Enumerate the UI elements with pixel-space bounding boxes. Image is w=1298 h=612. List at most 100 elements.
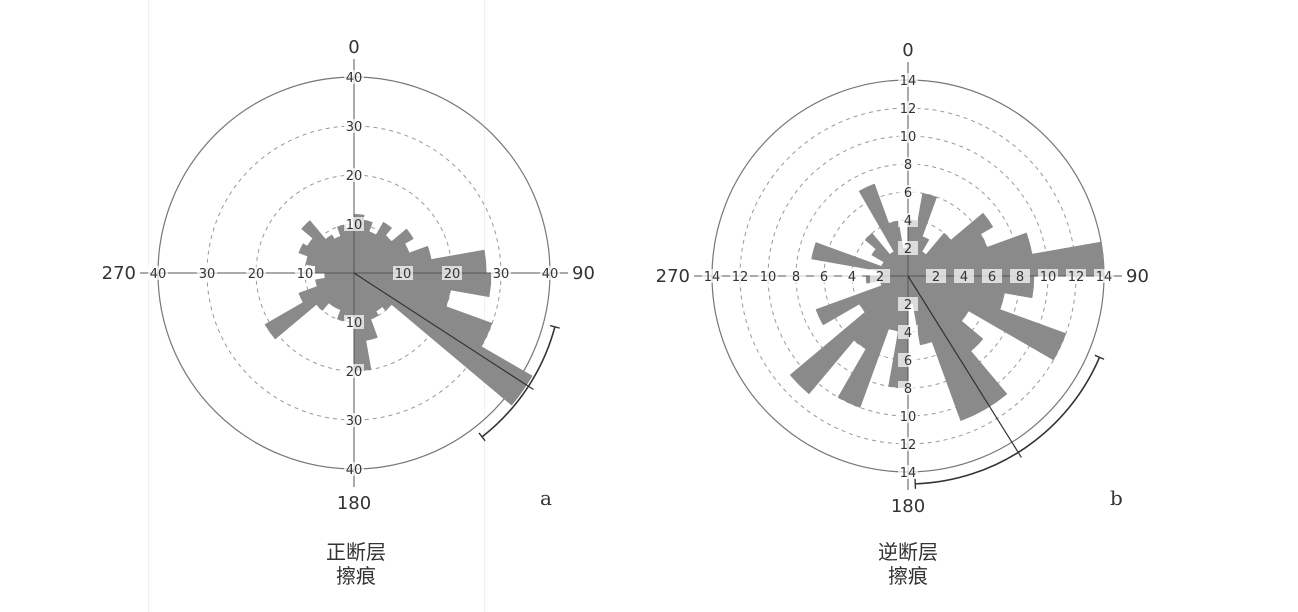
compass-label-west: 270 — [656, 266, 690, 287]
radial-tick-label: 2 — [876, 270, 884, 285]
radial-tick-label: 10 — [346, 316, 363, 331]
rose-wedge — [907, 275, 1067, 361]
rose-wedge — [907, 236, 930, 277]
radial-tick-label: 20 — [248, 267, 265, 282]
tick-label-bg — [898, 185, 918, 199]
radial-tick-label: 40 — [346, 71, 363, 86]
rose-wedge — [815, 275, 909, 326]
rose-wedge — [789, 275, 909, 395]
scan-guide-line — [148, 0, 149, 612]
tick-label-bg — [197, 266, 217, 280]
confidence-arc — [915, 356, 1101, 485]
rose-wedge — [325, 234, 355, 274]
tick-label-bg — [442, 266, 462, 280]
tick-label-bg — [393, 266, 413, 280]
mean-direction-tick — [518, 379, 534, 391]
tick-label-bg — [982, 269, 1002, 283]
rose-wedge — [858, 183, 909, 277]
tick-label-bg — [758, 269, 778, 283]
caption-line-2: 擦痕 — [888, 564, 928, 588]
tick-label-bg — [926, 269, 946, 283]
rose-wedge — [907, 275, 986, 422]
radial-tick-label: 20 — [346, 169, 363, 184]
mean-direction-line — [907, 275, 1013, 443]
scan-guide-line — [484, 0, 485, 612]
tick-label-bg — [344, 217, 364, 231]
caption-line-2: 擦痕 — [336, 564, 376, 588]
rose-wedge — [298, 243, 355, 274]
compass-label-north: 0 — [902, 40, 913, 61]
tick-label-bg — [898, 241, 918, 255]
radial-tick-label: 14 — [1096, 270, 1113, 285]
tick-label-bg — [344, 364, 364, 378]
tick-label-bg — [344, 413, 364, 427]
tick-label-bg — [898, 437, 918, 451]
rose-wedge — [315, 272, 355, 287]
rose-diagram-reverse-fault: 0 180 90 270 2 2 2 2 4 4 4 4 6 6 6 6 8 8 8 8 10 10 10 10 12 12 12 1… — [656, 40, 1149, 517]
tick-label-bg — [898, 157, 918, 171]
radial-tick-label: 10 — [900, 130, 917, 145]
confidence-arc-end — [1094, 354, 1105, 360]
rose-wedge — [264, 272, 355, 340]
radial-tick-label: 12 — [900, 102, 917, 117]
radial-tick-label: 8 — [904, 382, 912, 397]
tick-label-bg — [842, 269, 862, 283]
tick-label-bg — [898, 325, 918, 339]
panel-label-a: a — [540, 486, 552, 510]
radial-tick-label: 6 — [904, 354, 912, 369]
caption-reverse-fault: 逆断层 擦痕 — [848, 540, 968, 588]
radial-tick-label: 20 — [346, 365, 363, 380]
tick-label-bg — [148, 266, 168, 280]
radial-tick-label: 12 — [1068, 270, 1085, 285]
tick-label-bg — [344, 70, 364, 84]
radial-tick-label: 30 — [346, 120, 363, 135]
radial-tick-label: 10 — [1040, 270, 1057, 285]
rose-wedge — [864, 232, 909, 277]
mean-direction-tick — [1011, 441, 1022, 458]
tick-label-bg — [898, 129, 918, 143]
rose-wedge — [298, 272, 355, 303]
tick-label-bg — [1066, 269, 1086, 283]
mean-direction-line — [353, 272, 519, 381]
rose-wedge — [353, 272, 533, 406]
tick-label-bg — [730, 269, 750, 283]
tick-label-bg — [344, 168, 364, 182]
panel-label-b: b — [1110, 486, 1123, 510]
radial-tick-label: 6 — [820, 270, 828, 285]
radial-tick-label: 2 — [904, 242, 912, 257]
compass-label-east: 90 — [1126, 266, 1149, 287]
radial-tick-label: 2 — [932, 270, 940, 285]
radial-tick-label: 14 — [704, 270, 721, 285]
radial-tick-label: 6 — [904, 186, 912, 201]
tick-label-bg — [540, 266, 560, 280]
radial-tick-label: 8 — [904, 158, 912, 173]
rose-wedge — [353, 221, 393, 274]
confidence-arc-end — [478, 432, 486, 442]
rose-wedge — [353, 228, 414, 274]
rose-wedge — [353, 272, 392, 311]
radial-tick-label: 10 — [395, 267, 412, 282]
tick-label-bg — [1038, 269, 1058, 283]
tick-label-bg — [898, 213, 918, 227]
tick-label-bg — [814, 269, 834, 283]
tick-label-bg — [295, 266, 315, 280]
tick-label-bg — [1094, 269, 1114, 283]
tick-label-bg — [898, 409, 918, 423]
radial-tick-label: 40 — [346, 463, 363, 478]
tick-label-bg — [1010, 269, 1030, 283]
tick-label-bg — [246, 266, 266, 280]
radial-tick-label: 2 — [904, 298, 912, 313]
tick-label-bg — [898, 73, 918, 87]
compass-label-west: 270 — [102, 263, 136, 284]
compass-label-south: 180 — [337, 493, 371, 514]
rose-diagram-normal-fault: 0 180 90 270 10 10 10 10 20 20 20 20 30 30 30 30 40 40 40 4… — [102, 37, 595, 514]
tick-label-bg — [898, 297, 918, 311]
tick-label-bg — [344, 315, 364, 329]
rose-wedge — [811, 242, 909, 277]
compass-label-south: 180 — [891, 496, 925, 517]
radial-tick-label: 4 — [848, 270, 856, 285]
tick-label-bg — [898, 101, 918, 115]
radial-tick-label: 40 — [542, 267, 559, 282]
radial-tick-label: 6 — [988, 270, 996, 285]
confidence-arc-end — [549, 324, 560, 329]
